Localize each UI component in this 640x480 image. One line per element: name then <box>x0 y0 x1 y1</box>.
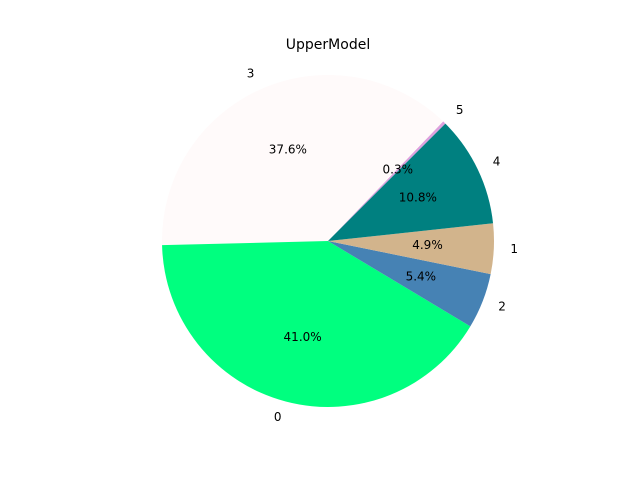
percent-label-3: 37.6% <box>269 142 307 156</box>
chart-title: UpperModel <box>286 37 370 53</box>
pie-slice-2 <box>328 241 491 327</box>
slice-labels: 5 3 0 2 1 4 <box>247 66 518 424</box>
percent-label-0: 41.0% <box>284 330 322 344</box>
slice-label-5: 5 <box>456 103 464 117</box>
slice-label-1: 1 <box>510 242 518 256</box>
percent-label-1: 4.9% <box>412 238 443 252</box>
slice-label-4: 4 <box>493 155 501 169</box>
percent-label-5: 0.3% <box>383 162 414 176</box>
pie-slice-3 <box>162 75 444 246</box>
slice-label-0: 0 <box>274 410 282 424</box>
percent-labels: 0.3% 37.6% 41.0% 5.4% 4.9% 10.8% <box>269 142 443 343</box>
percent-label-4: 10.8% <box>399 191 437 205</box>
slice-label-3: 3 <box>247 66 255 80</box>
slice-label-2: 2 <box>498 300 506 314</box>
pie-slice-4 <box>328 123 494 241</box>
pie-slice-0 <box>162 241 471 407</box>
pie-slice-1 <box>328 223 494 275</box>
pie-slice-5 <box>328 121 446 241</box>
percent-label-2: 5.4% <box>406 270 437 284</box>
pie-slices <box>162 75 494 407</box>
